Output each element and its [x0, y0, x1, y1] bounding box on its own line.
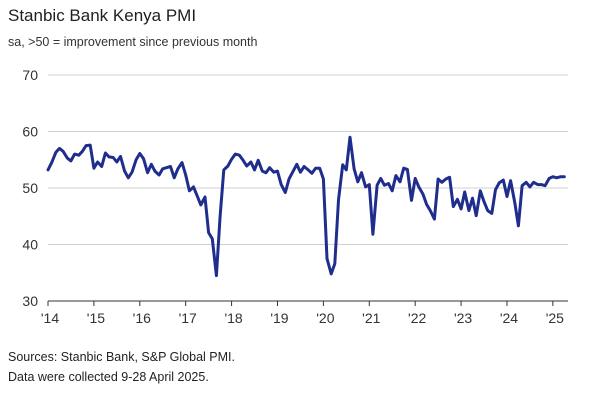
x-tick-label: '15	[87, 310, 105, 326]
y-tick-label-60: 60	[22, 124, 38, 140]
y-tick-label-70: 70	[22, 67, 38, 83]
x-tick-label: '23	[454, 310, 472, 326]
x-tick-label: '20	[316, 310, 334, 326]
footer-collection-note: Data were collected 9-28 April 2025.	[8, 370, 209, 384]
x-tick-label: '18	[224, 310, 242, 326]
gridlines	[48, 74, 568, 245]
x-tick-label: '24	[500, 310, 518, 326]
chart-title: Stanbic Bank Kenya PMI	[8, 6, 197, 25]
x-axis: '14 '15 '16 '17 '18 '19 '20 '21 '22 '23 '24 '25	[41, 300, 568, 326]
x-tick-label: '14	[41, 310, 59, 326]
y-tick-label-40: 40	[22, 237, 38, 253]
x-tick-label: '19	[270, 310, 288, 326]
y-tick-label-30: 30	[22, 293, 38, 309]
series-layer	[46, 135, 566, 278]
footer-sources: Sources: Stanbic Bank, S&P Global PMI.	[8, 350, 235, 364]
chart-subtitle: sa, >50 = improvement since previous mon…	[8, 35, 258, 49]
y-axis-ticks: 30 40 50 60 70	[22, 67, 38, 309]
x-tick-label: '17	[179, 310, 197, 326]
x-tick-label: '22	[408, 310, 426, 326]
series-line-pmi	[46, 135, 566, 278]
y-tick-label-50: 50	[22, 180, 38, 196]
x-tick-label: '25	[546, 310, 564, 326]
x-tick-label: '21	[362, 310, 380, 326]
x-tick-label: '16	[133, 310, 151, 326]
